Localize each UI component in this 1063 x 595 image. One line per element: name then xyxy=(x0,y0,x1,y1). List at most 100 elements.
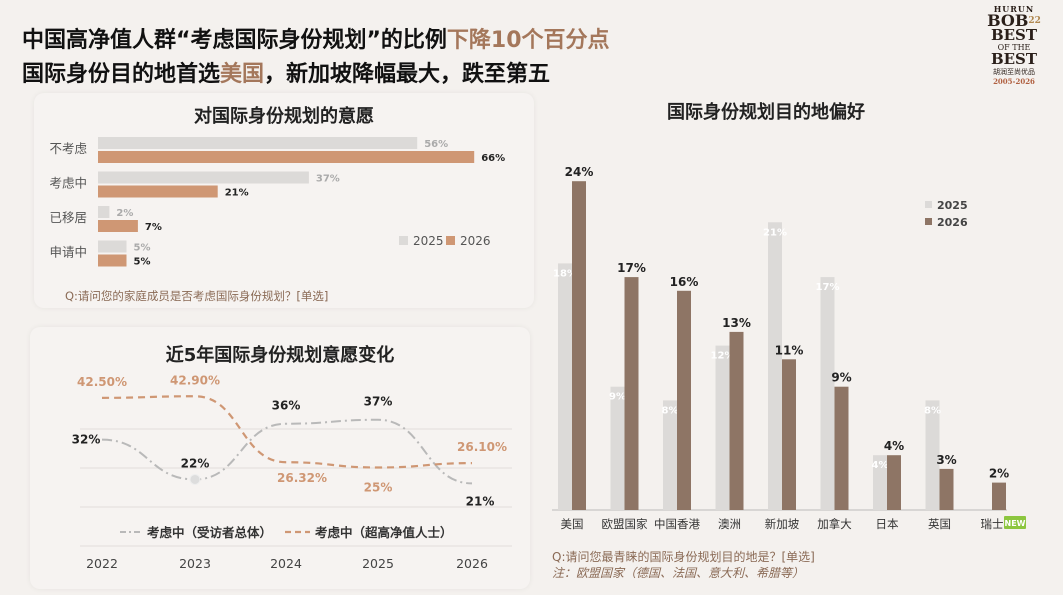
destination-category-label: 欧盟国家 xyxy=(602,517,648,531)
trend-line-hnw xyxy=(101,395,473,469)
headline-line-1-highlight: 下降10个百分点 xyxy=(446,28,610,53)
trend-label-hnw: 42.50% xyxy=(77,375,127,389)
intent-value-2026: 66% xyxy=(481,153,505,164)
headline-line-2-rest: ，新加坡降幅最大，跌至第五 xyxy=(264,62,551,87)
destination-bar-2026 xyxy=(782,359,796,510)
headline-line-1-text: 中国高净值人群“考虑国际身份规划”的比例 xyxy=(22,28,447,53)
intent-legend-swatch-2025 xyxy=(399,236,408,245)
trend-x-label: 2022 xyxy=(86,556,118,571)
destination-value-2025: 18% xyxy=(553,268,577,279)
destination-panel: 国际身份规划目的地偏好 18% 24% 美国 9% 17% 欧盟国家 8% 16% 中国香港 12… xyxy=(542,90,1052,590)
logo-of-the: OF THE xyxy=(997,43,1031,52)
destination-bar-2025 xyxy=(925,400,940,510)
destination-value-2025: 4% xyxy=(872,460,889,471)
intent-value-2025: 37% xyxy=(316,174,340,185)
intent-bar-2025 xyxy=(98,171,309,184)
trend-panel: 近5年国际身份规划意愿变化 32% 22% 36% 37% 21% 42.50% 42.90… xyxy=(30,327,530,589)
destination-category-label: 中国香港 xyxy=(654,517,700,531)
destination-new-badge xyxy=(1004,516,1026,529)
logo-cn: 胡润至尚优品 xyxy=(993,68,1035,76)
intent-bar-2026 xyxy=(98,185,218,198)
trend-line-general xyxy=(101,418,473,485)
destination-bar-2025 xyxy=(558,263,572,510)
trend-label-general: 22% xyxy=(181,456,210,470)
intent-legend-label-2026: 2026 xyxy=(460,234,491,248)
intent-legend-label-2025: 2025 xyxy=(413,234,444,248)
destination-legend-label-2026: 2026 xyxy=(937,216,968,229)
destination-bar-2026 xyxy=(939,468,954,510)
trend-label-hnw: 26.10% xyxy=(457,440,507,454)
destination-value-2026: 2% xyxy=(989,467,1009,481)
intent-question: Q:请问您的家庭成员是否考虑国际身份规划？[单选] xyxy=(65,289,329,303)
destination-bar-2026 xyxy=(677,290,691,510)
destination-legend-label-2025: 2025 xyxy=(937,199,968,212)
intent-title: 对国际身份规划的意愿 xyxy=(194,106,374,127)
trend-label-general: 21% xyxy=(466,494,495,508)
destination-value-2026: 3% xyxy=(936,453,956,467)
destination-value-2025: 21% xyxy=(763,227,787,238)
trend-x-label: 2024 xyxy=(270,556,302,571)
intent-value-2025: 2% xyxy=(116,208,133,219)
intent-category-label: 考虑中 xyxy=(49,176,87,191)
destination-bar-2025 xyxy=(820,277,835,510)
destination-bar-2025 xyxy=(715,345,730,510)
destination-bar-2025 xyxy=(768,222,782,511)
destination-value-2026: 11% xyxy=(775,343,804,357)
destination-value-2025: 12% xyxy=(711,351,735,362)
trend-legend-label-general: 考虑中（受访者总体） xyxy=(147,525,272,540)
destination-category-label: 加拿大 xyxy=(817,517,852,531)
destination-value-2025: 8% xyxy=(924,405,941,416)
intent-value-2025: 56% xyxy=(424,139,448,150)
intent-category-label: 不考虑 xyxy=(49,141,87,156)
trend-title: 近5年国际身份规划意愿变化 xyxy=(165,345,395,366)
destination-category-label: 新加坡 xyxy=(765,517,800,531)
destination-bar-2026 xyxy=(572,181,586,510)
trend-label-hnw: 26.32% xyxy=(277,471,327,485)
headline-line-2-highlight: 美国 xyxy=(220,62,265,87)
intent-value-2026: 5% xyxy=(134,257,151,268)
intent-value-2026: 21% xyxy=(225,188,249,199)
destination-value-2026: 4% xyxy=(884,439,904,453)
destination-category-label: 英国 xyxy=(928,517,951,531)
destination-bar-2026 xyxy=(887,455,901,510)
trend-label-general: 36% xyxy=(272,399,301,413)
intent-category-label: 申请中 xyxy=(49,245,87,260)
destination-bar-2026 xyxy=(992,482,1006,510)
intent-value-2026: 7% xyxy=(145,222,162,233)
trend-label-hnw: 25% xyxy=(364,481,393,495)
trend-x-label: 2026 xyxy=(456,556,488,571)
intent-bar-2026 xyxy=(98,220,138,232)
trend-line-chart: 32% 22% 36% 37% 21% 42.50% 42.90% 26.32% 25% 26.1… xyxy=(72,373,512,571)
intent-bar-2025 xyxy=(98,137,418,149)
destination-bar-2025 xyxy=(610,386,625,510)
logo-best-2: BEST xyxy=(990,50,1038,68)
destination-bar-chart: 18% 24% 美国 9% 17% 欧盟国家 8% 16% 中国香港 12% 13% 澳洲 21% 11%… xyxy=(552,165,1026,531)
intent-value-2025: 5% xyxy=(134,243,151,254)
intent-bar-2026 xyxy=(98,254,127,267)
destination-title: 国际身份规划目的地偏好 xyxy=(667,102,865,123)
trend-point-general xyxy=(189,473,201,485)
logo-best-1: BEST xyxy=(990,26,1038,44)
trend-label-hnw: 42.90% xyxy=(170,373,220,387)
destination-value-2026: 24% xyxy=(565,165,594,179)
destination-note: 注：欧盟国家（德国、法国、意大利、希腊等） xyxy=(552,566,805,580)
destination-question: Q:请问您最青睐的国际身份规划目的地是？[单选] xyxy=(552,550,815,564)
intent-bar-2025 xyxy=(98,206,110,218)
destination-value-2026: 9% xyxy=(831,371,851,385)
intent-bar-2025 xyxy=(98,240,127,253)
destination-value-2025: 17% xyxy=(816,282,840,293)
destination-category-label: 美国 xyxy=(561,517,584,531)
destination-bar-2026 xyxy=(729,331,744,510)
destination-category-label: 瑞士 xyxy=(981,517,1004,531)
destination-value-2025: 9% xyxy=(609,392,626,403)
logo-top: HURUN xyxy=(993,4,1035,14)
logo-sup: 22 xyxy=(1028,16,1041,26)
destination-bar-2026 xyxy=(834,386,849,510)
destination-category-label: 澳洲 xyxy=(718,517,741,531)
trend-x-label: 2023 xyxy=(179,556,211,571)
trend-legend-label-hnw: 考虑中（超高净值人士） xyxy=(315,525,453,540)
destination-value-2026: 13% xyxy=(722,316,751,330)
destination-legend-swatch-2026 xyxy=(925,218,932,225)
intent-bar-2026 xyxy=(98,151,475,163)
headline-line-2-text: 国际身份目的地首选 xyxy=(22,62,221,87)
